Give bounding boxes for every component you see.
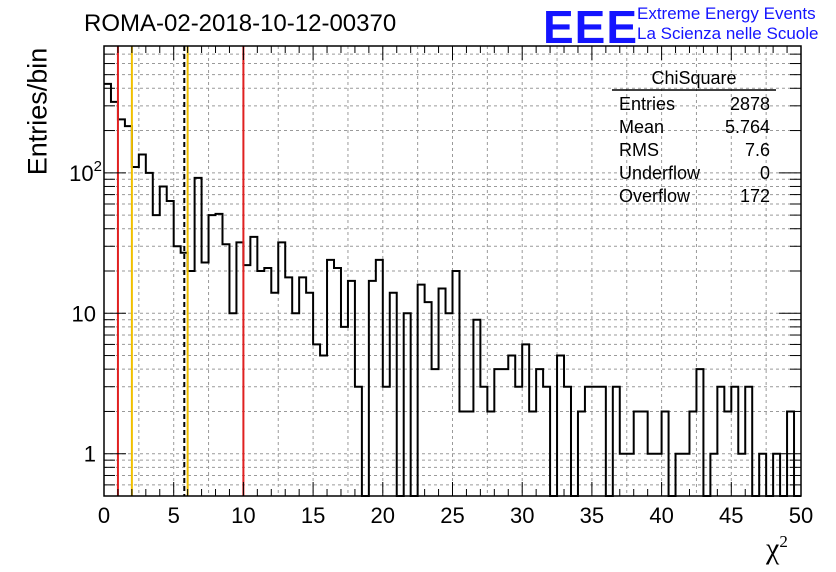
x-tick-label: 40	[649, 503, 673, 528]
stat-underflow-label: Underflow	[619, 163, 701, 183]
stat-rms-label: RMS	[619, 140, 659, 160]
stat-entries-label: Entries	[619, 94, 676, 114]
x-tick-label: 10	[231, 503, 255, 528]
x-tick-label: 35	[580, 503, 604, 528]
x-tick-label: 20	[371, 503, 395, 528]
stat-entries-value: 2878	[729, 94, 770, 114]
stat-mean-label: Mean	[619, 117, 665, 137]
histogram-series	[104, 82, 801, 497]
logo-line-1: Extreme Energy Events	[637, 4, 816, 23]
y-tick-label: 10	[72, 301, 96, 326]
eee-logo: EEE	[543, 1, 639, 53]
x-tick-label: 25	[440, 503, 464, 528]
x-axis-label: χ2	[766, 532, 788, 565]
run-title: ROMA-02-2018-10-12-00370	[84, 10, 397, 37]
y-axis-label: Entries/bin	[22, 47, 53, 176]
stat-mean-value: 5.764	[724, 117, 770, 137]
x-tick-label: 30	[510, 503, 534, 528]
stat-overflow-label: Overflow	[619, 186, 691, 206]
y-tick-label: 102	[69, 158, 102, 186]
x-tick-label: 45	[719, 503, 743, 528]
x-tick-label: 50	[789, 503, 813, 528]
x-tick-label: 5	[168, 503, 180, 528]
stat-underflow-value: 0	[759, 163, 770, 183]
x-tick-label: 0	[98, 503, 110, 528]
stats-box-title: ChiSquare	[651, 68, 737, 88]
x-tick-label: 15	[301, 503, 325, 528]
stat-rms-value: 7.6	[744, 140, 770, 160]
y-tick-label: 1	[84, 442, 96, 467]
logo-line-2: La Scienza nelle Scuole	[637, 24, 819, 43]
stat-overflow-value: 172	[739, 186, 770, 206]
